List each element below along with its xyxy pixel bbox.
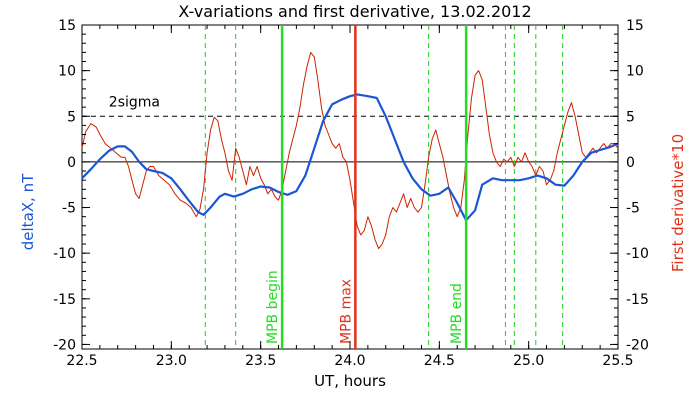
axes-layer: 22.5 23.0 23.5 24.0 24.5 25.0 25.5-20-15-10-50… <box>53 18 649 369</box>
y-tick-label-right: -15 <box>626 292 649 308</box>
y-tick-label-left: 15 <box>58 18 76 34</box>
x-axis-title: UT, hours <box>314 372 386 390</box>
marker-label: MPB end <box>449 283 465 344</box>
marker-label: MPB max <box>338 279 354 344</box>
x-tick-label: 25.5 <box>602 353 633 369</box>
y-tick-label-right: 15 <box>626 18 644 34</box>
series-line-derivative <box>81 51 619 250</box>
y-axis-title-left: deltaX, nT <box>19 173 37 250</box>
marker-label: MPB begin <box>265 270 281 344</box>
x-tick-label: 23.0 <box>156 353 187 369</box>
y-tick-label-right: -5 <box>626 201 640 217</box>
y-tick-label-left: -5 <box>62 201 76 217</box>
chart-title: X-variations and first derivative, 13.02… <box>178 2 531 21</box>
y-tick-label-right: 0 <box>626 155 635 171</box>
y-tick-label-right: -10 <box>626 246 649 262</box>
y-tick-label-left: -10 <box>53 246 76 262</box>
y-tick-label-right: 5 <box>626 109 635 125</box>
y-tick-label-right: -20 <box>626 337 649 353</box>
x-tick-label: 24.5 <box>424 353 455 369</box>
x-tick-label: 25.0 <box>513 353 544 369</box>
x-tick-label: 24.0 <box>334 353 365 369</box>
sigma-label: 2sigma <box>109 94 160 110</box>
series-layer <box>81 51 619 250</box>
x-tick-label: 22.5 <box>66 353 97 369</box>
y-tick-label-left: -20 <box>53 337 76 353</box>
x-tick-label: 23.5 <box>245 353 276 369</box>
y-axis-title-right: First derivative*10 <box>669 134 687 272</box>
series-line-deltaX <box>81 93 619 222</box>
markers-layer: MPB begin MPB max MPB end <box>265 25 468 349</box>
y-tick-label-left: 10 <box>58 64 76 80</box>
y-tick-label-left: -15 <box>53 292 76 308</box>
y-tick-label-left: 0 <box>67 155 76 171</box>
y-tick-label-left: 5 <box>67 109 76 125</box>
y-tick-label-right: 10 <box>626 64 644 80</box>
